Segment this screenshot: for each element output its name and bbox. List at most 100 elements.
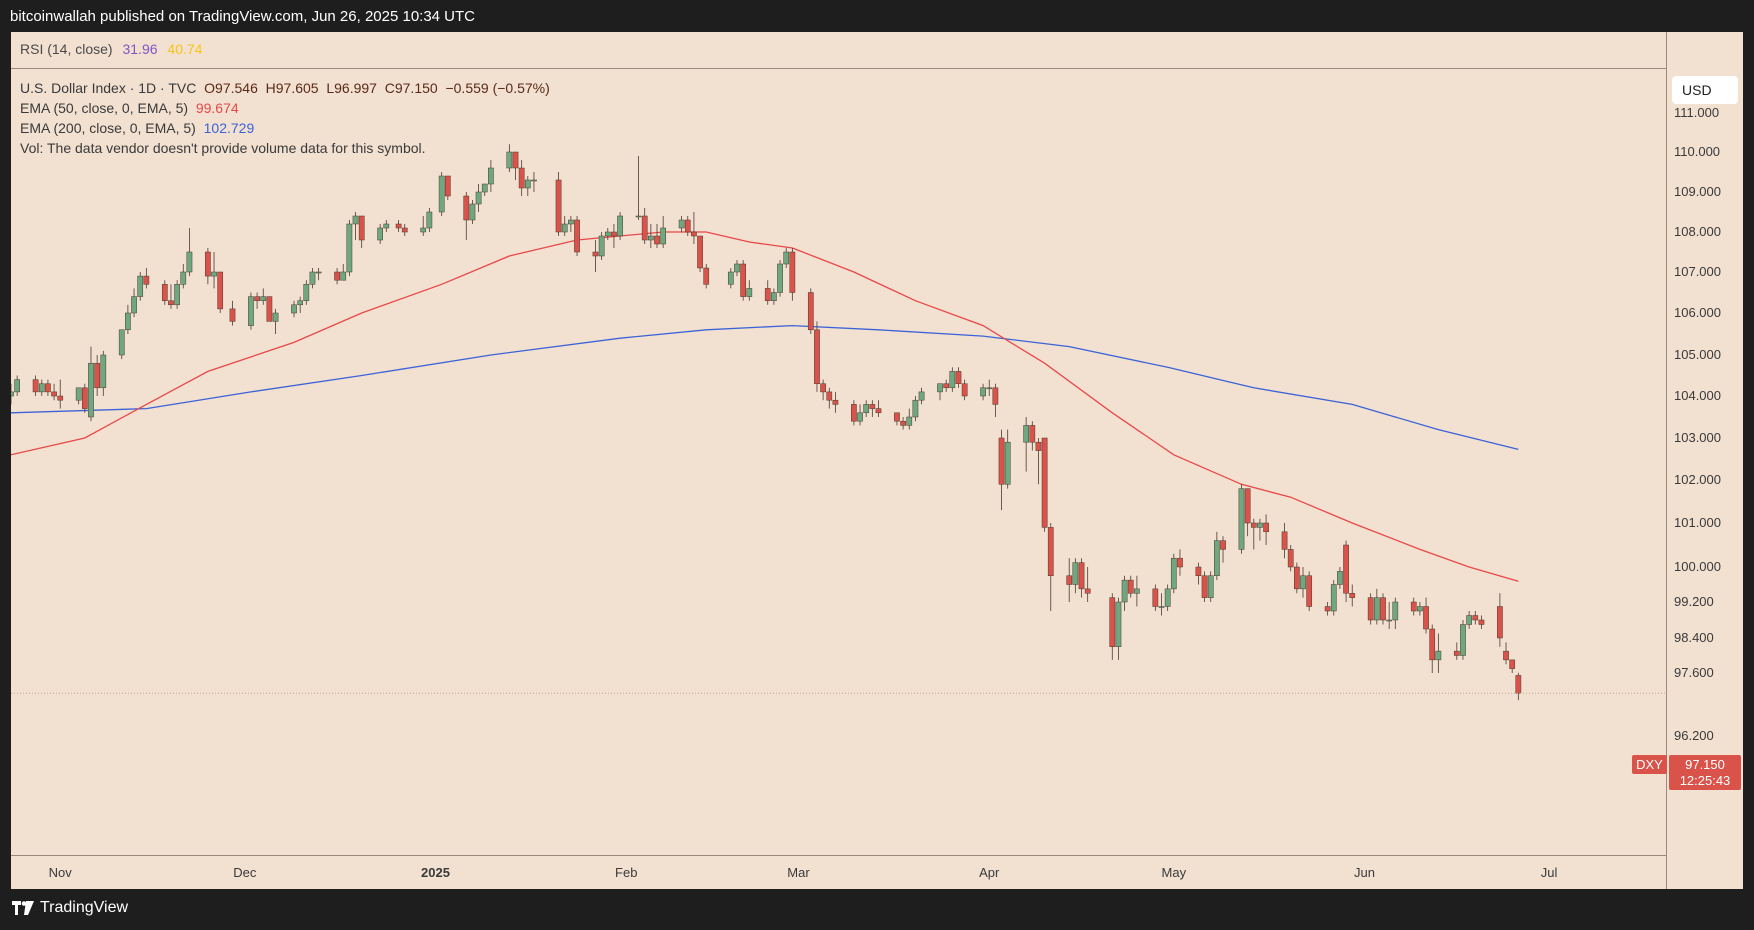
candle-down [1515, 675, 1522, 694]
candle-down [334, 271, 340, 281]
publisher-bar: bitcoinwallah published on TradingView.c… [0, 0, 1754, 32]
candle-up [174, 284, 180, 306]
price-tick-label: 109.000 [1674, 184, 1721, 199]
candle-down [807, 292, 814, 331]
candle-up [1257, 522, 1263, 528]
candle-down [740, 263, 746, 297]
candle-up [125, 312, 131, 331]
tradingview-brand: TradingView [40, 899, 129, 916]
candle-up [303, 284, 310, 301]
price-tick-label: 107.000 [1674, 264, 1721, 279]
candle-up [1392, 601, 1399, 621]
candle-up [660, 227, 667, 245]
candle-down [1041, 437, 1048, 528]
time-tick-label: Jun [1354, 865, 1376, 880]
candle-down [395, 223, 402, 229]
candle-up [857, 412, 863, 422]
candle-up [352, 215, 359, 225]
candle-up [1238, 488, 1245, 550]
candle-down [992, 387, 999, 405]
candle-down [229, 308, 236, 322]
candle-up [248, 296, 254, 326]
candle-down [998, 437, 1005, 485]
ema200-row[interactable]: EMA (200, close, 0, EMA, 5) 102.729 [20, 118, 550, 138]
candle-down [1367, 597, 1374, 621]
candle-up [1121, 579, 1128, 603]
rsi-value-1: 31.96 [122, 41, 158, 57]
candle-down [1109, 597, 1116, 647]
candle-up [118, 329, 125, 356]
candle-up [211, 271, 217, 277]
candle-down [1478, 619, 1485, 625]
tradingview-logo[interactable]: TradingView [12, 899, 128, 917]
candle-up [340, 271, 347, 281]
candle-up [1417, 606, 1423, 612]
candle-up [1435, 650, 1442, 661]
ema50-value: 99.674 [195, 100, 239, 116]
candle-up [863, 404, 870, 414]
candle-down [1177, 557, 1183, 568]
candle-up [1158, 606, 1165, 608]
candle-down [168, 300, 174, 306]
candle-up [1330, 584, 1337, 612]
candle-up [186, 251, 193, 273]
candle-down [1220, 540, 1226, 550]
candle-down [1294, 566, 1300, 590]
price-tick-label: 103.000 [1674, 430, 1721, 445]
time-tick-label: May [1161, 865, 1187, 880]
candle-down [894, 412, 900, 422]
candle-up [617, 215, 623, 237]
candle-up [986, 387, 993, 390]
candle-up [315, 271, 322, 274]
candle-down [1195, 566, 1202, 576]
candle-up [481, 183, 488, 193]
candle-up [131, 296, 137, 314]
price-tick-label: 104.000 [1674, 388, 1721, 403]
candle-up [180, 271, 187, 285]
time-axis-divider [11, 855, 1666, 856]
candle-up [1386, 619, 1392, 622]
price-tick-label: 101.000 [1674, 515, 1721, 530]
last-price-tag: 97.150 12:25:43 [1669, 755, 1741, 790]
candle-up [531, 179, 537, 182]
candle-down [1306, 575, 1313, 607]
price-tick-label: 99.200 [1674, 594, 1714, 609]
candle-down [401, 227, 408, 233]
candle-down [1324, 606, 1331, 612]
candle-down [57, 395, 64, 401]
candle-down [1084, 588, 1091, 594]
candle-up [635, 215, 642, 218]
candle-up [777, 263, 783, 293]
ema50-row[interactable]: EMA (50, close, 0, EMA, 5) 99.674 [20, 98, 550, 118]
main-legend: U.S. Dollar Index · 1D · TVC O97.546 H97… [20, 78, 550, 158]
candle-down [1453, 650, 1460, 656]
symbol-label[interactable]: U.S. Dollar Index · 1D · TVC [20, 80, 197, 96]
rsi-pane[interactable]: RSI (14, close) 31.96 40.74 [11, 32, 1666, 69]
price-plot[interactable] [11, 32, 1743, 889]
candle-down [641, 215, 648, 241]
candle-down [205, 251, 211, 277]
candle-up [383, 223, 390, 229]
candle-up [1207, 575, 1214, 598]
candle-down [1152, 588, 1159, 607]
candle-down [697, 235, 703, 269]
candle-down [1244, 488, 1251, 524]
currency-button[interactable]: USD [1672, 76, 1738, 104]
chart-panel[interactable]: RSI (14, close) 31.96 40.74 U.S. Dollar … [11, 32, 1743, 889]
candle-up [734, 263, 740, 273]
price-tick-label: 97.600 [1674, 665, 1714, 680]
candle-up [260, 296, 267, 301]
candle-up [11, 391, 14, 397]
candle-up [783, 251, 790, 265]
time-tick-label: Dec [233, 865, 257, 880]
candle-down [1127, 579, 1134, 594]
candle-up [561, 223, 568, 233]
time-tick-label: Feb [615, 865, 638, 880]
price-tick-label: 106.000 [1674, 305, 1721, 320]
candle-up [488, 167, 494, 185]
candle-up [1214, 540, 1220, 577]
candle-down [1509, 659, 1516, 669]
price-tick-label: 105.000 [1674, 347, 1721, 362]
price-axis-divider [1666, 32, 1667, 889]
candle-down [875, 408, 882, 414]
